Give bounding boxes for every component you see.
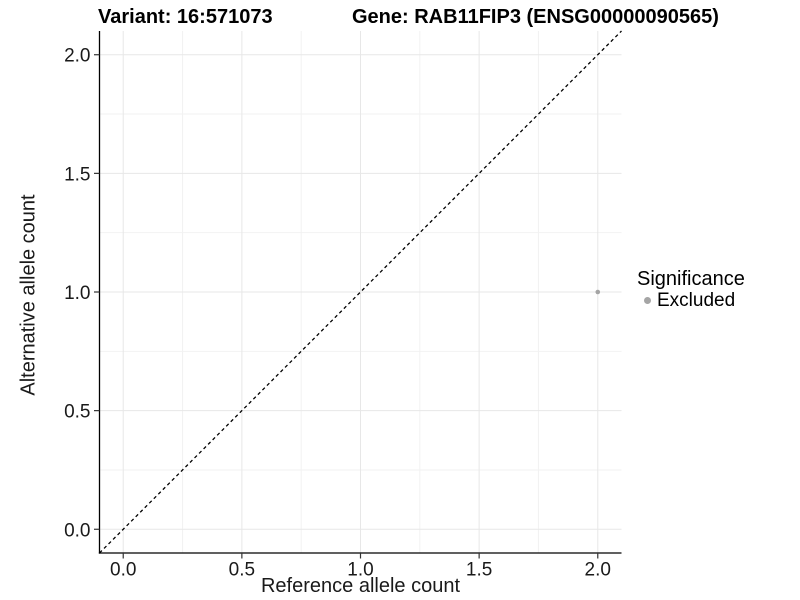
legend-point-circle-icon — [644, 297, 651, 304]
y-tick-label: 0.5 — [64, 402, 90, 423]
x-tick-label: 2.0 — [585, 560, 611, 581]
y-tick-label: 1.0 — [64, 283, 90, 304]
y-tick-label: 2.0 — [64, 46, 90, 67]
x-tick-label: 0.5 — [229, 560, 255, 581]
identity-dashed-line — [99, 30, 622, 554]
legend-item-excluded: Excluded — [637, 290, 745, 311]
variant-title: Variant: 16:571073 — [98, 6, 273, 28]
y-tick-label: 1.5 — [64, 164, 90, 185]
legend: Significance Excluded — [637, 268, 745, 311]
x-tick-label: 0.0 — [110, 560, 136, 581]
x-axis-title: Reference allele count — [260, 575, 460, 597]
y-tick-label: 0.0 — [64, 520, 90, 541]
legend-item-label: Excluded — [657, 289, 736, 311]
x-tick-label: 1.5 — [466, 560, 492, 581]
data-point — [595, 289, 601, 295]
y-axis-title: Alternative allele count — [17, 194, 40, 396]
x-tick-label: 1.0 — [347, 560, 373, 581]
gene-title: Gene: RAB11FIP3 (ENSG00000090565) — [352, 6, 719, 28]
legend-title: Significance — [637, 268, 745, 290]
